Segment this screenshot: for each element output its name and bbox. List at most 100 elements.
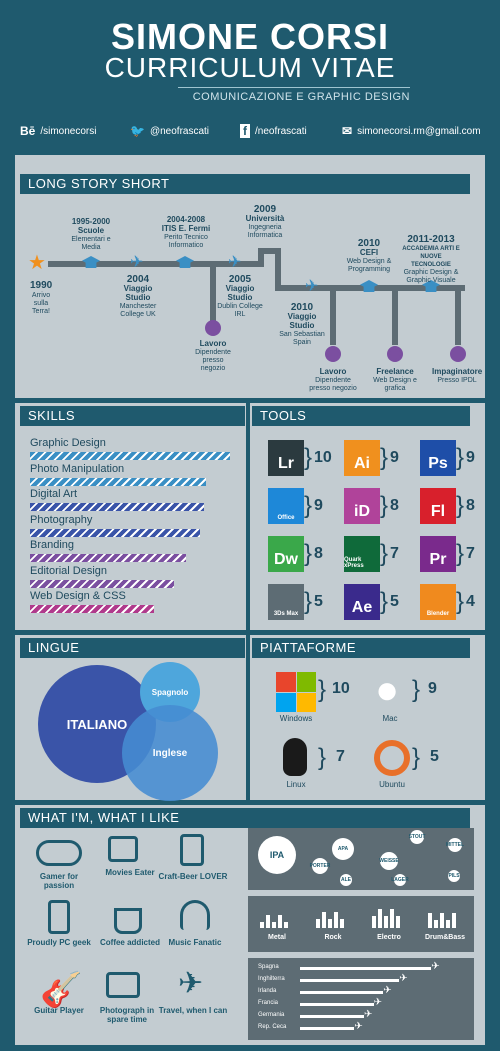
graduation-cap-icon xyxy=(82,256,100,268)
tool-score: 7 xyxy=(390,545,399,562)
skill-label: Web Design & CSS xyxy=(30,590,126,602)
skill-bar xyxy=(30,605,154,613)
email-link[interactable]: ✉ simonecorsi.rm@gmail.com xyxy=(342,124,481,138)
like-label: Coffee addicted xyxy=(99,938,160,947)
equalizer-bar xyxy=(340,919,344,928)
airplane-icon: ✈ xyxy=(178,967,204,1000)
airplane-icon: ✈ xyxy=(228,254,242,271)
timeline-line xyxy=(258,248,280,254)
equalizer-bar xyxy=(266,915,270,928)
timeline-event: Freelance Web Design e grafica xyxy=(373,367,417,393)
equalizer-bar xyxy=(390,909,394,928)
mail-icon: ✉ xyxy=(342,124,353,138)
timeline-branch xyxy=(455,285,461,345)
twitter-handle: @neofrascati xyxy=(149,125,210,137)
brace: } xyxy=(304,540,313,567)
timeline-event: 2004 Viaggio Studio Manchester College UK xyxy=(119,274,157,319)
like-label: Proudly PC geek xyxy=(27,938,91,947)
timeline-branch xyxy=(330,285,336,345)
travel-country: Inghilterra xyxy=(258,976,285,982)
brace: } xyxy=(456,492,465,519)
row-divider xyxy=(15,398,485,403)
tool-score: 5 xyxy=(314,593,323,610)
brace: } xyxy=(380,540,389,567)
timeline-text: Arrivo sulla Terra! xyxy=(31,292,51,315)
gear-icon xyxy=(205,320,221,336)
skill-label: Photo Manipulation xyxy=(30,462,125,475)
facebook-icon: f xyxy=(240,124,250,138)
subtitle: COMUNICAZIONE E GRAPHIC DESIGN xyxy=(192,91,410,103)
brace: } xyxy=(304,444,313,471)
timeline-event: Lavoro Dipendente presso negozio xyxy=(195,339,231,373)
windows-icon xyxy=(276,672,316,712)
cv-title: CURRICULUM VITAE xyxy=(104,52,396,83)
twitter-link[interactable]: 🐦 @neofrascati xyxy=(130,124,209,138)
genre-label: Metal xyxy=(268,934,286,941)
tool-icon: Fl xyxy=(420,488,456,524)
airplane-icon: ✈ xyxy=(305,278,319,295)
equalizer-bar xyxy=(446,920,450,928)
gamepad-icon xyxy=(36,840,82,866)
timeline-event: Lavoro Dipendente presso negozio xyxy=(309,367,357,393)
airplane-icon: ✈ xyxy=(364,1009,373,1020)
platform-label: Windows xyxy=(279,714,313,723)
equalizer-bar xyxy=(322,912,326,928)
platform-label: Ubuntu xyxy=(379,780,405,789)
equalizer-bar xyxy=(452,913,456,928)
brace: } xyxy=(456,444,465,471)
tool-icon: Ai xyxy=(344,440,380,476)
skill-label: Graphic Design xyxy=(30,437,106,449)
tool-score: 10 xyxy=(314,449,332,466)
airplane-icon: ✈ xyxy=(431,961,440,972)
section-lingue: LINGUE xyxy=(20,638,245,658)
airplane-icon: ✈ xyxy=(383,985,392,996)
equalizer-bar xyxy=(440,913,444,928)
brace: } xyxy=(456,588,465,615)
tool-score: 9 xyxy=(466,449,475,466)
section-skills: SKILLS xyxy=(20,406,245,426)
social-bar: Bē/simonecorsi 🐦 @neofrascati f/neofrasca… xyxy=(0,124,500,144)
like-label: Guitar Player xyxy=(34,1006,84,1015)
genre-label: Drum&Bass xyxy=(424,934,466,941)
twitter-icon: 🐦 xyxy=(130,124,145,138)
section-tools: TOOLS xyxy=(252,406,470,426)
facebook-link[interactable]: f/neofrascati xyxy=(240,124,307,138)
graduation-cap-icon xyxy=(360,280,378,292)
brace: } xyxy=(304,492,313,519)
behance-link[interactable]: Bē/simonecorsi xyxy=(20,124,96,138)
travel-country: Rep. Ceca xyxy=(258,1024,287,1030)
tool-icon: Lr xyxy=(268,440,304,476)
beer-bubble: WEISSE xyxy=(379,852,399,870)
chip-icon xyxy=(48,900,70,934)
beer-bubble: STOUT xyxy=(409,830,425,844)
timeline-event: 2005 Viaggio Studio Dublin College IRL xyxy=(217,274,263,319)
beer-bubble: PILS xyxy=(448,870,460,882)
row-divider xyxy=(15,630,485,635)
brace: } xyxy=(318,744,327,771)
brace: } xyxy=(380,444,389,471)
star-icon: ★ xyxy=(28,252,46,274)
equalizer-bar xyxy=(384,916,388,928)
brace: } xyxy=(412,744,421,771)
section-piattaforme: PIATTAFORME xyxy=(252,638,470,658)
travel-country: Irlanda xyxy=(258,988,277,994)
section-story: LONG STORY SHORT xyxy=(20,174,470,194)
ubuntu-icon xyxy=(374,740,410,776)
brace: } xyxy=(318,676,327,703)
camera-icon xyxy=(106,972,140,998)
travel-bar xyxy=(300,979,400,982)
tool-score: 5 xyxy=(390,593,399,610)
timeline-line xyxy=(275,248,281,290)
equalizer-bar xyxy=(272,922,276,928)
tool-icon: iD xyxy=(344,488,380,524)
equalizer-bar xyxy=(396,916,400,928)
behance-icon: Bē xyxy=(20,124,36,138)
skill-label: Editorial Design xyxy=(30,564,108,577)
travel-bar xyxy=(300,967,432,970)
travel-country: Germania xyxy=(258,1012,285,1018)
section-like: WHAT I'M, WHAT I LIKE xyxy=(20,808,470,828)
tool-icon: Ps xyxy=(420,440,456,476)
skill-bar xyxy=(30,528,200,537)
like-label: Gamer for passion xyxy=(39,872,79,890)
tool-score: 4 xyxy=(466,593,475,610)
